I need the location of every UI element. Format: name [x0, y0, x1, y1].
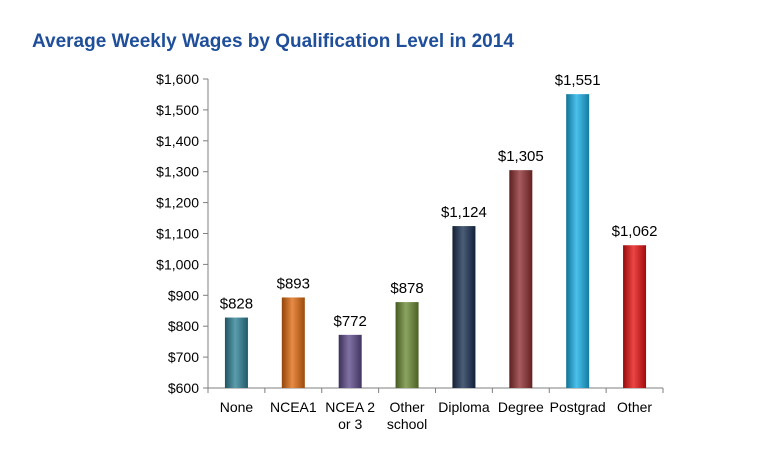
bar: [566, 94, 590, 389]
y-tick-label: $1,600: [156, 71, 199, 87]
category-labels: None NCEA1 NCEA 2 or 3 Other school Diploma Deg…: [220, 399, 653, 432]
y-tick-label: $1,300: [156, 164, 199, 180]
x-axis: [207, 387, 664, 393]
x-tick-label: NCEA1: [270, 399, 317, 415]
y-tick-label: $1,500: [156, 102, 199, 118]
bar: [338, 334, 362, 388]
data-label: $878: [390, 280, 423, 297]
y-tick-label: $1,000: [156, 256, 199, 272]
x-tick-label: Other school: [387, 399, 427, 432]
data-label: $1,551: [555, 72, 601, 89]
bar: [281, 297, 305, 388]
value-labels: $828 $893 $772 $878 $1,124 $1,305 $1,551 $1,062: [220, 72, 658, 330]
x-tick-label: Postgrad: [550, 399, 606, 415]
data-label: $1,062: [612, 223, 658, 240]
y-tick-label: $900: [168, 287, 199, 303]
data-label: $1,305: [498, 148, 544, 165]
y-axis: $600 $700 $800 $900 $1,000 $1,100 $1,200 $1,300…: [156, 71, 209, 396]
chart-title: Average Weekly Wages by Qualification Le…: [32, 31, 514, 52]
data-label: $772: [334, 313, 367, 330]
bar: [509, 170, 533, 388]
y-tick-label: $1,200: [156, 195, 199, 211]
y-tick-label: $1,400: [156, 133, 199, 149]
y-tick-label: $800: [168, 318, 199, 334]
bars: [224, 94, 647, 389]
data-label: $1,124: [441, 204, 487, 221]
bar: [395, 302, 419, 388]
x-tick-label: Other: [617, 399, 652, 415]
y-tick-label: $600: [168, 380, 199, 396]
x-tick-label: None: [220, 399, 254, 415]
data-label: $828: [220, 296, 253, 313]
bar: [623, 245, 647, 388]
y-tick-label: $700: [168, 349, 199, 365]
bar: [452, 226, 476, 388]
data-label: $893: [277, 275, 310, 292]
x-tick-label: Diploma: [438, 399, 490, 415]
bar: [224, 317, 248, 388]
y-tick-label: $1,100: [156, 226, 199, 242]
x-tick-label: Degree: [498, 399, 544, 415]
x-tick-label: NCEA 2 or 3: [325, 399, 375, 432]
